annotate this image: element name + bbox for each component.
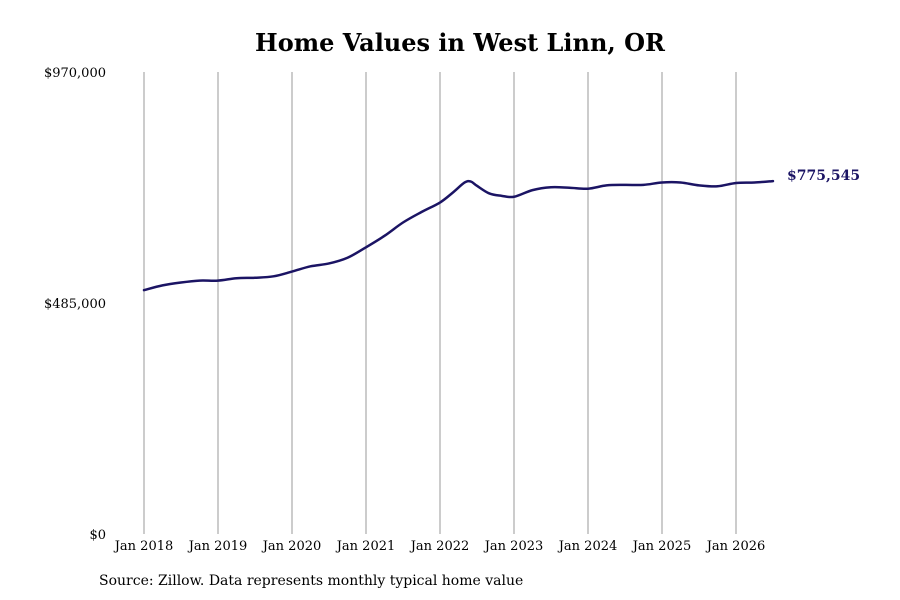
chart-title: Home Values in West Linn, OR	[255, 28, 665, 57]
x-tick-label: Jan 2024	[557, 539, 618, 554]
x-tick-label: Jan 2026	[705, 539, 766, 554]
x-tick-label: Jan 2019	[187, 539, 248, 554]
x-axis-ticks: Jan 2018 Jan 2019 Jan 2020 Jan 2021 Jan 2022…	[113, 539, 766, 554]
x-tick-label: Jan 2020	[261, 539, 322, 554]
end-value-label: $775,545	[787, 168, 860, 184]
y-tick-label: $0	[89, 528, 106, 543]
y-tick-label: $485,000	[44, 297, 106, 312]
x-tick-label: Jan 2018	[113, 539, 174, 554]
source-note: Source: Zillow. Data represents monthly …	[99, 573, 524, 589]
y-axis-ticks: $0 $485,000 $970,000	[44, 66, 106, 543]
series-layer	[142, 179, 775, 292]
x-tick-label: Jan 2025	[631, 539, 692, 554]
x-tick-label: Jan 2021	[335, 539, 396, 554]
x-tick-label: Jan 2023	[483, 539, 544, 554]
gridlines	[143, 72, 737, 534]
x-tick-label: Jan 2022	[409, 539, 470, 554]
y-tick-label: $970,000	[44, 66, 106, 81]
end-label-layer: $775,545	[787, 168, 860, 184]
series-line	[142, 179, 775, 292]
